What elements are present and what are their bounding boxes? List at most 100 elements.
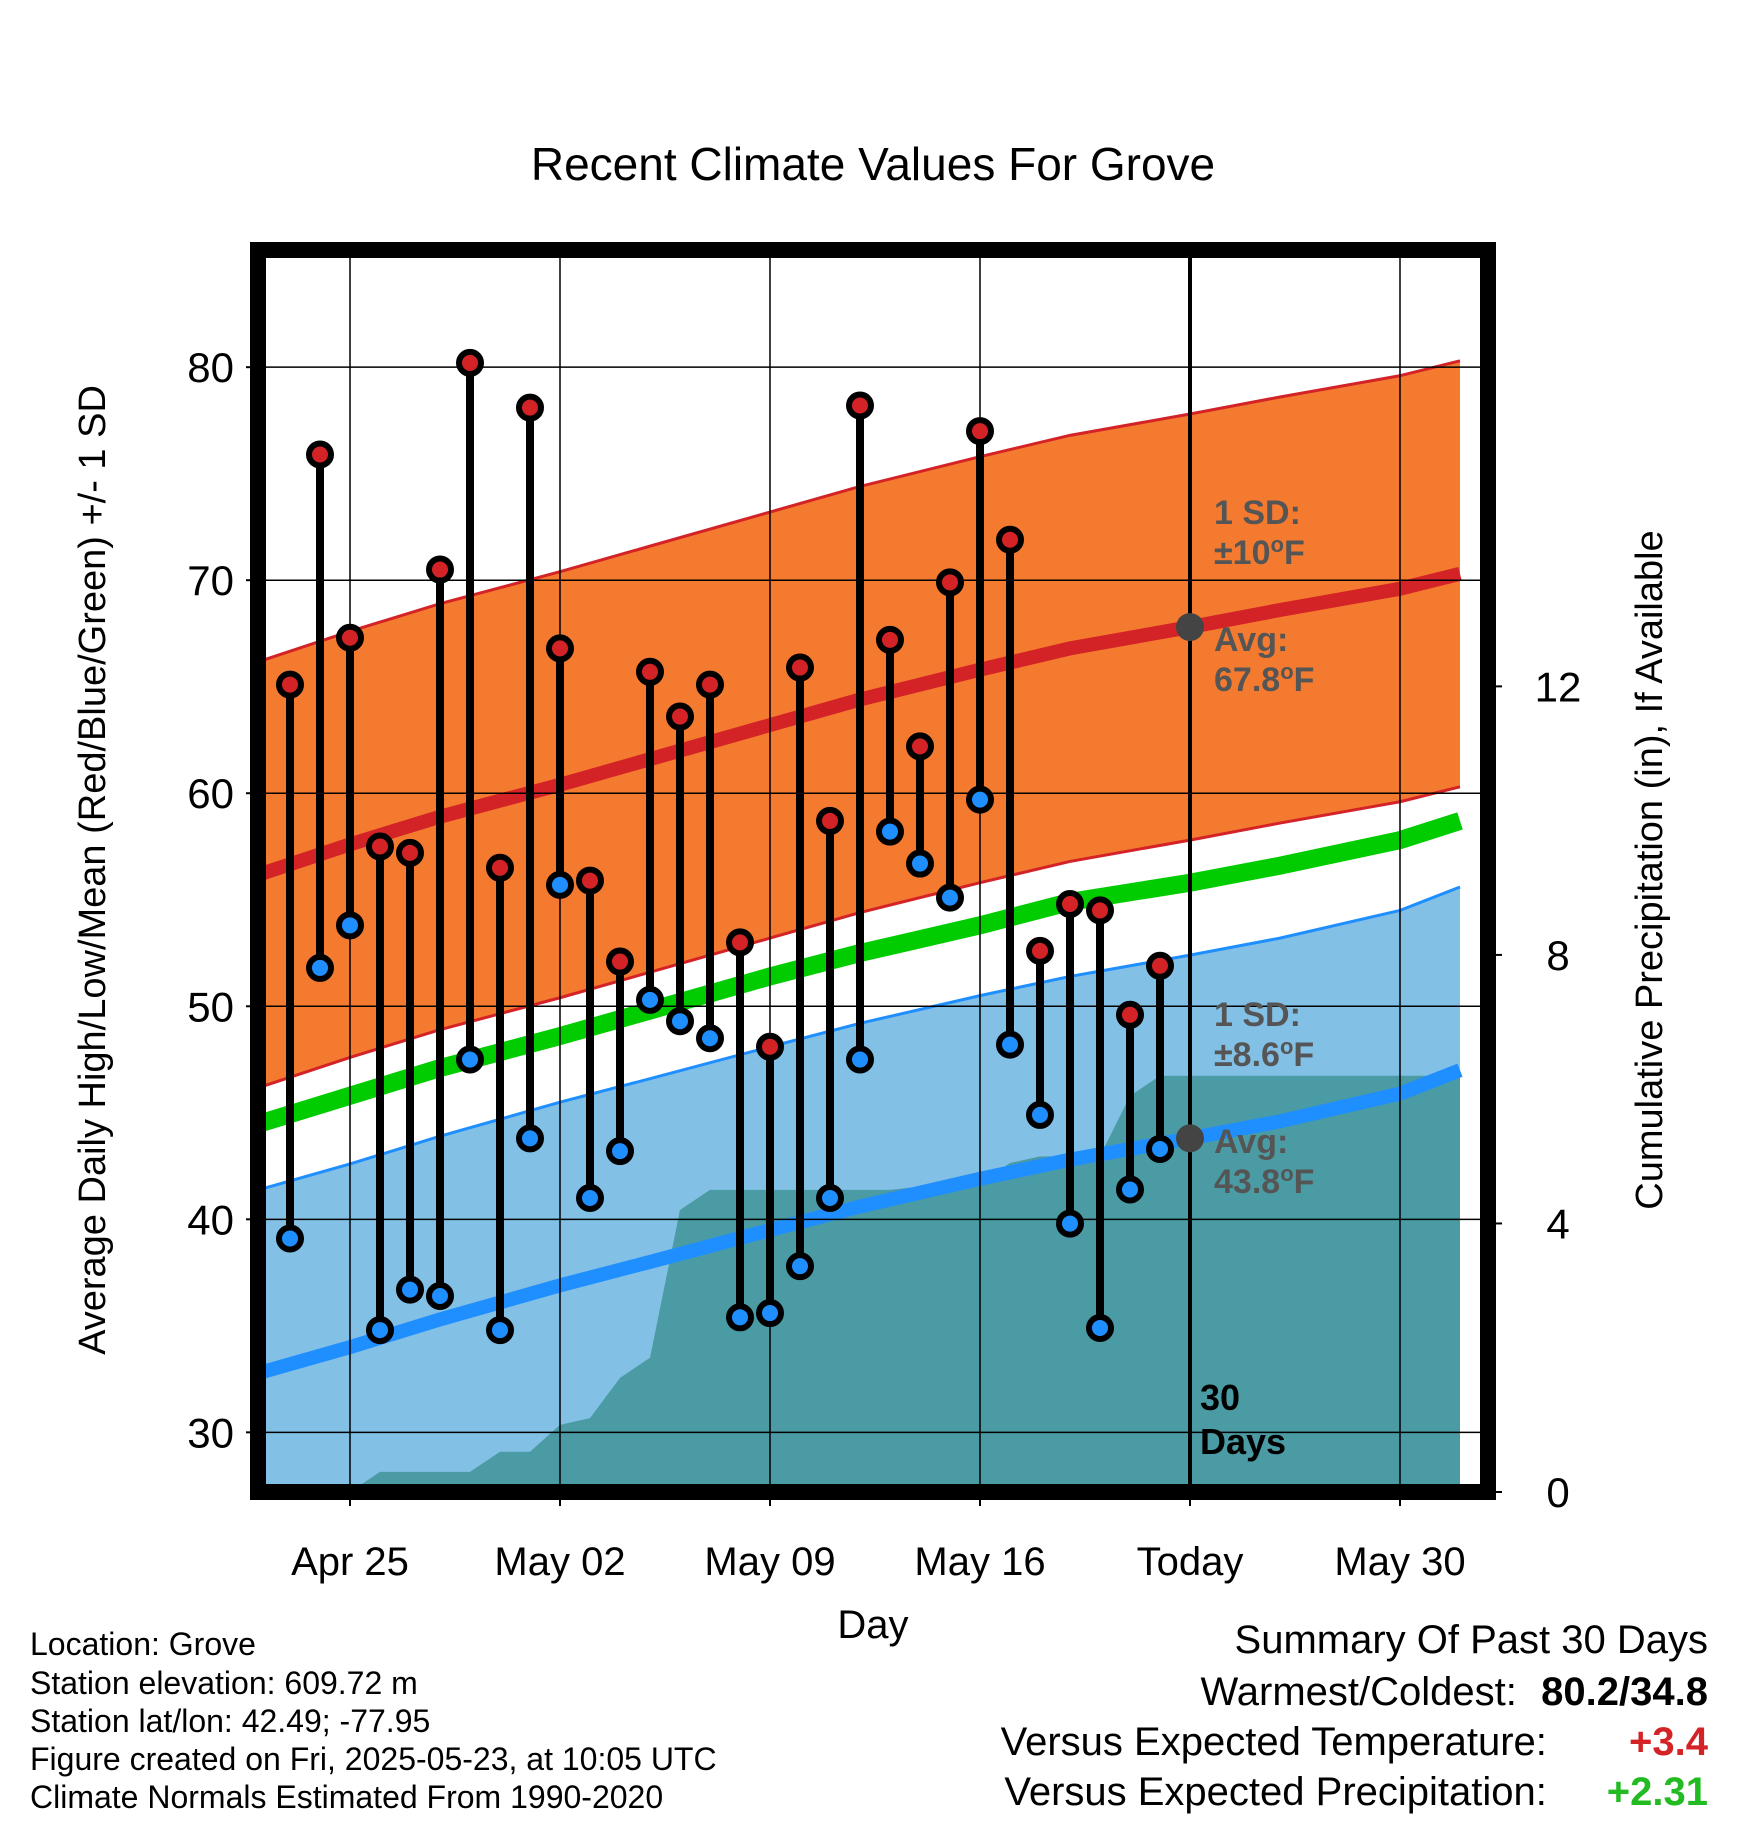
daily-high-point: [936, 568, 964, 597]
daily-low-point: [546, 870, 574, 899]
daily-high-point: [1056, 890, 1084, 919]
precip-value: +2.31: [1606, 1770, 1708, 1814]
temp-value: +3.4: [1629, 1720, 1708, 1764]
daily-high-point: [636, 657, 664, 686]
low-sd-annotation-label: 1 SD:: [1214, 996, 1301, 1034]
y2-axis-label: Cumulative Precipitation (in), If Availa…: [1629, 530, 1671, 1209]
daily-low-point: [666, 1007, 694, 1036]
low-avg-annotation-value: 43.8oF: [1214, 1161, 1314, 1201]
daily-low-point: [336, 911, 364, 940]
daily-high-point: [396, 838, 424, 867]
y-tick-label: 80: [187, 344, 234, 391]
temp-label: Versus Expected Temperature:: [1000, 1720, 1547, 1764]
daily-low-point: [876, 817, 904, 846]
daily-high-point: [966, 417, 994, 446]
daily-low-point: [996, 1030, 1024, 1059]
high-sd-annotation-value: ±10oF: [1214, 532, 1305, 572]
daily-low-point: [1086, 1313, 1114, 1342]
daily-high-point: [456, 348, 484, 377]
summary-precip: Versus Expected Precipitation: +2.31: [1004, 1772, 1708, 1812]
y-tick-label: 60: [187, 770, 234, 817]
x-tick-label: Apr 25: [291, 1540, 409, 1584]
daily-low-point: [456, 1045, 484, 1074]
today-days-label: Days: [1200, 1421, 1286, 1462]
daily-high-point: [1146, 951, 1174, 980]
daily-low-point: [276, 1224, 304, 1253]
high-avg-annotation-label: Avg:: [1214, 621, 1288, 659]
daily-high-point: [306, 440, 334, 469]
daily-low-point: [816, 1184, 844, 1213]
daily-high-point: [906, 732, 934, 761]
y2-tick-label: 0: [1546, 1469, 1569, 1516]
daily-high-point: [546, 634, 574, 663]
x-tick-label: May 02: [494, 1540, 625, 1584]
daily-high-point: [786, 653, 814, 682]
daily-low-point: [906, 849, 934, 878]
daily-low-point: [636, 985, 664, 1014]
daily-low-point: [726, 1303, 754, 1332]
precipitation-area: [260, 1075, 1460, 1492]
today-days-count: 30: [1200, 1377, 1240, 1418]
plot-frame: [250, 242, 1496, 1500]
daily-low-point: [1056, 1209, 1084, 1238]
daily-low-point: [696, 1024, 724, 1053]
daily-low-point: [306, 953, 334, 982]
daily-high-point: [726, 928, 754, 957]
normals-text: Climate Normals Estimated From 1990-2020: [30, 1779, 664, 1815]
daily-high-point: [486, 853, 514, 882]
daily-high-point: [756, 1032, 784, 1061]
elevation-text: Station elevation: 609.72 m: [30, 1665, 418, 1701]
daily-low-point: [486, 1316, 514, 1345]
y-tick-label: 50: [187, 983, 234, 1030]
y2-tick-label: 12: [1535, 663, 1582, 710]
today-high-avg-marker: [1176, 613, 1204, 642]
daily-low-point: [846, 1045, 874, 1074]
daily-low-point: [966, 785, 994, 814]
daily-high-point: [366, 832, 394, 861]
daily-high-point: [576, 866, 604, 895]
daily-low-point: [396, 1275, 424, 1304]
daily-high-point: [876, 625, 904, 654]
daily-low-point: [1116, 1175, 1144, 1204]
daily-high-point: [606, 947, 634, 976]
x-tick-label: May 30: [1334, 1540, 1465, 1584]
daily-high-point: [336, 623, 364, 652]
daily-high-point: [666, 702, 694, 731]
daily-high-point: [1026, 936, 1054, 965]
summary-warm-cold: Warmest/Coldest: 80.2/34.8: [1201, 1672, 1709, 1712]
summary-temp: Versus Expected Temperature: +3.4: [1001, 1722, 1708, 1762]
chart-title: Recent Climate Values For Grove: [531, 138, 1215, 190]
y-axis-label: Average Daily High/Low/Mean (Red/Blue/Gr…: [72, 385, 114, 1355]
low-avg-annotation-label: Avg:: [1214, 1123, 1288, 1161]
daily-low-point: [756, 1299, 784, 1328]
daily-low-point: [786, 1252, 814, 1281]
x-tick-label: May 09: [704, 1540, 835, 1584]
daily-low-point: [426, 1282, 454, 1311]
y-tick-label: 30: [187, 1409, 234, 1456]
daily-high-point: [996, 525, 1024, 554]
daily-low-point: [936, 883, 964, 912]
x-axis-label: Day: [837, 1603, 908, 1647]
daily-low-point: [576, 1184, 604, 1213]
location-text: Location: Grove: [30, 1626, 256, 1662]
high-avg-annotation-value: 67.8oF: [1214, 659, 1314, 699]
daily-low-point: [1026, 1100, 1054, 1129]
y-tick-label: 70: [187, 557, 234, 604]
daily-high-point: [696, 670, 724, 699]
normal-low-line: [258, 1063, 1463, 1380]
created-text: Figure created on Fri, 2025-05-23, at 10…: [30, 1741, 717, 1777]
latlon-text: Station lat/lon: 42.49; -77.95: [30, 1703, 431, 1739]
x-tick-label: May 16: [914, 1540, 1045, 1584]
y2-tick-label: 4: [1546, 1200, 1569, 1247]
precip-label: Versus Expected Precipitation:: [1004, 1770, 1547, 1814]
daily-low-point: [516, 1124, 544, 1153]
daily-low-point: [606, 1137, 634, 1166]
warm-cold-value: 80.2/34.8: [1541, 1670, 1708, 1714]
daily-high-point: [276, 670, 304, 699]
x-tick-label: Today: [1137, 1540, 1244, 1584]
daily-low-point: [1146, 1135, 1174, 1164]
warm-cold-label: Warmest/Coldest:: [1200, 1670, 1517, 1714]
daily-high-point: [426, 555, 454, 584]
